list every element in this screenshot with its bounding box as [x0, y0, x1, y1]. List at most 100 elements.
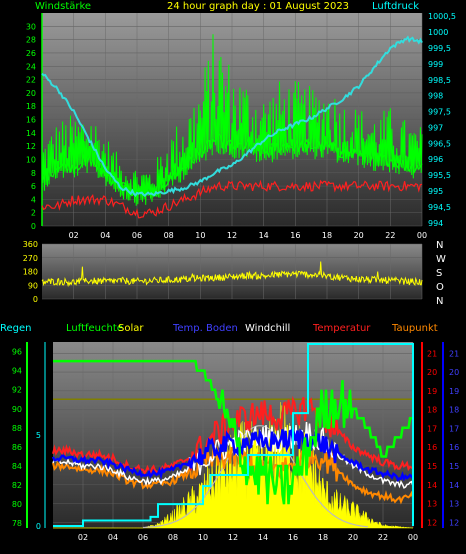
wind-tick-label: 30 — [26, 22, 36, 31]
solar-theoretical-curve — [142, 425, 369, 529]
weather-x-tick-label: 10 — [198, 533, 208, 542]
soil-temp-label: Temp. Boden — [172, 323, 238, 334]
temperature-tick-label-right: 12 — [449, 518, 459, 527]
wind-x-tick-label: 16 — [290, 231, 300, 240]
rain-label: Regen — [0, 323, 32, 334]
temperature-tick-label-right: 13 — [449, 500, 459, 509]
weather-x-tick-label: 12 — [228, 533, 238, 542]
wind-x-tick-label: 04 — [100, 231, 110, 240]
pressure-axis-label: Luftdruck — [372, 1, 419, 12]
humidity-tick-label: 92 — [12, 386, 22, 395]
windchill-line — [52, 421, 414, 489]
temperature-tick-label-right: 21 — [449, 349, 459, 358]
humidity-tick-label: 84 — [12, 462, 22, 471]
chart-title: 24 hour graph day : 01 August 2023 — [167, 1, 349, 12]
pressure-line — [41, 35, 423, 198]
temperature-tick-label: 14 — [427, 481, 437, 490]
wind-x-tick-label: 02 — [69, 231, 79, 240]
temperature-tick-label: 21 — [427, 349, 437, 358]
weather-x-tick-label: 20 — [348, 533, 358, 542]
temperature-tick-label-right: 18 — [449, 406, 459, 415]
weather-x-tick-label: 22 — [378, 533, 388, 542]
weather-x-tick-label: 16 — [288, 533, 298, 542]
temperature-tick-label-right: 17 — [449, 424, 459, 433]
wind-x-tick-label: 10 — [195, 231, 205, 240]
weather-x-tick-label: 08 — [168, 533, 178, 542]
wind-tick-label: 14 — [26, 129, 36, 138]
wind-tick-label: 16 — [26, 116, 36, 125]
pressure-tick-label: 997,5 — [428, 108, 451, 117]
weather-x-tick-label: 00 — [408, 533, 418, 542]
gust-line — [41, 179, 423, 219]
direction-tick-label: 180 — [23, 268, 38, 277]
solar-label: Solar — [118, 323, 144, 334]
compass-label: O — [436, 282, 444, 293]
pressure-tick-label: 996 — [428, 155, 443, 164]
humidity-tick-label: 86 — [12, 443, 22, 452]
wind-tick-label: 10 — [26, 155, 36, 164]
wind-x-tick-label: 12 — [227, 231, 237, 240]
compass-label: S — [436, 268, 442, 279]
temperature-tick-label-right: 20 — [449, 368, 459, 377]
dewpoint-label: Taupunkt — [391, 323, 438, 334]
weather-x-tick-label: 02 — [78, 533, 88, 542]
wind-max-line — [41, 34, 423, 206]
pressure-tick-label: 999 — [428, 60, 443, 69]
temperature-tick-label-right: 14 — [449, 481, 459, 490]
wind-tick-label: 8 — [31, 169, 36, 178]
temperature-tick-label: 15 — [427, 462, 437, 471]
pressure-tick-label: 995 — [428, 187, 443, 196]
humidity-tick-label: 90 — [12, 405, 22, 414]
humidity-tick-label: 78 — [12, 519, 22, 528]
windchill-label: Windchill — [245, 323, 290, 334]
pressure-tick-label: 998,5 — [428, 76, 451, 85]
humidity-tick-label: 80 — [12, 500, 22, 509]
humidity-label: Luftfeuchte — [66, 323, 123, 334]
humidity-tick-label: 94 — [12, 367, 22, 376]
rain-tick-label: 5 — [36, 431, 41, 440]
weather-x-tick-label: 18 — [318, 533, 328, 542]
weather-x-tick-label: 04 — [108, 533, 118, 542]
pressure-tick-label: 997 — [428, 123, 443, 132]
wind-x-tick-label: 18 — [322, 231, 332, 240]
temperature-tick-label: 12 — [427, 518, 437, 527]
temperature-label: Temperatur — [312, 323, 371, 334]
compass-label: W — [436, 254, 446, 265]
compass-label: N — [436, 296, 443, 307]
rain-tick-label: 0 — [36, 522, 41, 531]
wind-x-tick-label: 00 — [417, 231, 427, 240]
wind-tick-label: 12 — [26, 142, 36, 151]
temperature-tick-label: 19 — [427, 387, 437, 396]
pressure-tick-label: 996,5 — [428, 139, 451, 148]
direction-tick-label: 360 — [23, 240, 38, 249]
wind-direction-line — [41, 261, 423, 288]
humidity-line — [53, 359, 413, 505]
wind-tick-label: 26 — [26, 49, 36, 58]
pressure-tick-label: 994,5 — [428, 203, 451, 212]
wind-tick-label: 0 — [31, 222, 36, 231]
wind-axis-label: Windstärke — [35, 1, 91, 12]
pressure-tick-label: 998 — [428, 92, 443, 101]
direction-tick-label: 90 — [28, 281, 38, 290]
pressure-tick-label: 1000,5 — [428, 12, 456, 21]
rain-line — [53, 343, 414, 527]
compass-label: N — [436, 240, 443, 251]
pressure-tick-label: 994 — [428, 219, 443, 228]
direction-tick-label: 0 — [33, 295, 38, 304]
wind-tick-label: 28 — [26, 36, 36, 45]
weather-x-tick-label: 06 — [138, 533, 148, 542]
wind-x-tick-label: 08 — [164, 231, 174, 240]
pressure-tick-label: 999,5 — [428, 44, 451, 53]
humidity-tick-label: 82 — [12, 481, 22, 490]
weather-x-tick-label: 14 — [258, 533, 268, 542]
temperature-tick-label-right: 15 — [449, 462, 459, 471]
wind-tick-label: 18 — [26, 102, 36, 111]
temperature-tick-label: 13 — [427, 500, 437, 509]
wind-x-tick-label: 20 — [354, 231, 364, 240]
wind-avg-line — [41, 132, 423, 198]
temperature-tick-label: 17 — [427, 424, 437, 433]
pressure-tick-label: 1000 — [428, 28, 448, 37]
wind-tick-label: 24 — [26, 62, 36, 71]
wind-x-tick-label: 22 — [385, 231, 395, 240]
